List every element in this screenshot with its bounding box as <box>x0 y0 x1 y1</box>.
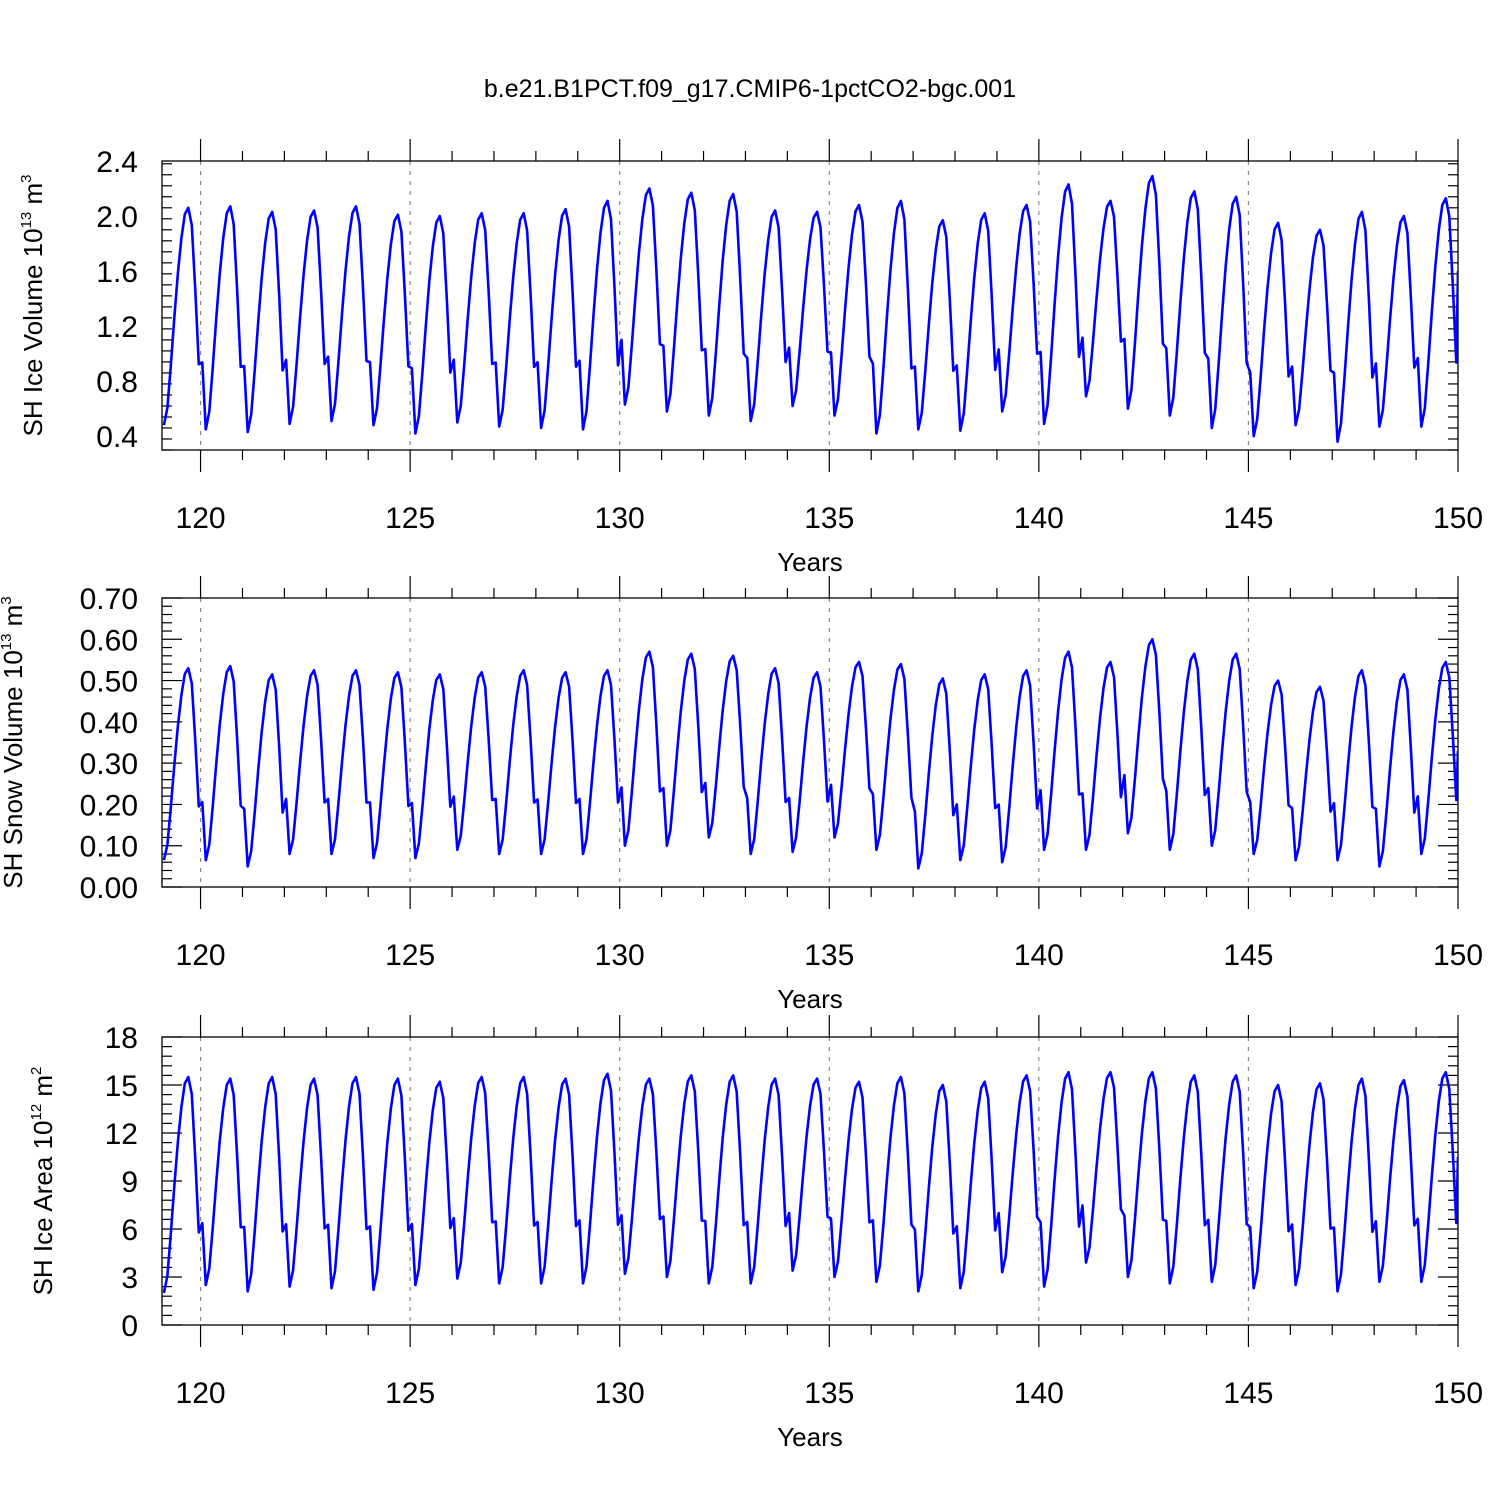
y-tick-label: 9 <box>121 1166 138 1199</box>
x-tick-label: 120 <box>176 939 226 972</box>
y-axis-label: SH Ice Area 1012 m2 <box>28 1067 58 1296</box>
x-tick-label: 150 <box>1433 939 1483 972</box>
y-tick-label: 0.60 <box>80 624 138 657</box>
x-tick-label: 125 <box>385 1377 435 1410</box>
x-tick-label: 145 <box>1223 1377 1273 1410</box>
x-tick-label: 145 <box>1223 939 1273 972</box>
panel-snow-volume: 120 125 130 135 140 145 150 0.00 0.10 0.20 0.30 0.4… <box>0 576 1483 1014</box>
y-tick-label: 0.50 <box>80 666 138 699</box>
x-tick-label: 120 <box>176 1377 226 1410</box>
y-tick-label: 1.2 <box>96 311 138 344</box>
x-axis-label: Years <box>777 547 843 577</box>
y-tick-label: 0.00 <box>80 872 138 905</box>
x-tick-label: 130 <box>595 502 645 535</box>
y-tick-label: 0 <box>121 1310 138 1343</box>
y-tick-label: 0.40 <box>80 707 138 740</box>
series-line-ice-volume <box>162 174 1458 443</box>
x-tick-label: 145 <box>1223 502 1273 535</box>
figure-title: b.e21.B1PCT.f09_g17.CMIP6-1pctCO2-bgc.00… <box>484 75 1016 103</box>
series-line-ice-area <box>162 1070 1458 1294</box>
y-tick-label: 0.10 <box>80 831 138 864</box>
x-tick-label: 150 <box>1433 502 1483 535</box>
x-tick-label: 140 <box>1014 1377 1064 1410</box>
x-axis-label: Years <box>777 1422 843 1452</box>
y-tick-label: 0.70 <box>80 583 138 616</box>
x-tick-label: 125 <box>385 502 435 535</box>
x-tick-label: 135 <box>804 502 854 535</box>
series-line-snow-volume <box>162 638 1458 870</box>
panel-ice-area: 120 125 130 135 140 145 150 0 3 6 9 12 15 18 Years SH I… <box>28 1015 1483 1452</box>
x-axis-label: Years <box>777 984 843 1014</box>
y-tick-label: 18 <box>105 1022 138 1055</box>
y-axis-label: SH Ice Volume 1013 m3 <box>18 174 48 436</box>
y-tick-label: 2.0 <box>96 201 138 234</box>
x-tick-label: 135 <box>804 939 854 972</box>
y-tick-label: 0.30 <box>80 748 138 781</box>
y-tick-label: 12 <box>105 1118 138 1151</box>
y-tick-label: 2.4 <box>96 146 138 179</box>
plot-frame <box>161 597 1459 888</box>
panel-ice-volume: 120 125 130 135 140 145 150 0.4 0.8 1.2 1.6 2.0 2.4 Y… <box>18 139 1483 577</box>
x-tick-label: 125 <box>385 939 435 972</box>
x-tick-label: 130 <box>595 1377 645 1410</box>
y-tick-label: 15 <box>105 1070 138 1103</box>
y-tick-label: 1.6 <box>96 256 138 289</box>
x-tick-label: 120 <box>176 502 226 535</box>
x-tick-label: 140 <box>1014 939 1064 972</box>
x-tick-label: 130 <box>595 939 645 972</box>
y-axis-label: SH Snow Volume 1013 m3 <box>0 596 28 888</box>
y-tick-label: 0.20 <box>80 789 138 822</box>
y-tick-label: 0.4 <box>96 421 138 454</box>
y-tick-label: 3 <box>121 1262 138 1295</box>
x-tick-label: 135 <box>804 1377 854 1410</box>
x-tick-label: 140 <box>1014 502 1064 535</box>
y-tick-label: 0.8 <box>96 366 138 399</box>
y-tick-label: 6 <box>121 1214 138 1247</box>
x-tick-label: 150 <box>1433 1377 1483 1410</box>
